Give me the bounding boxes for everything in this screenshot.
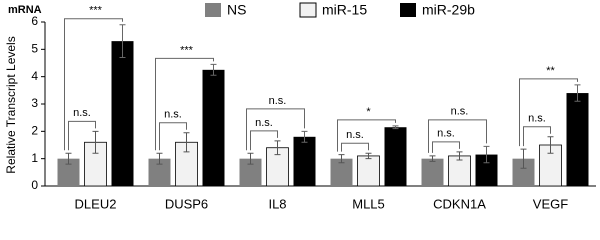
y-tick-label: 2 [31,124,38,138]
significance-bracket [519,78,578,147]
error-bar [338,154,345,164]
significance-bracket [432,141,460,153]
bar [293,136,316,186]
bar [148,158,171,186]
error-bar [274,140,281,156]
error-bar [183,132,190,153]
error-bar [156,152,163,165]
legend-label: NS [227,2,246,18]
y-tick-label: 1 [31,151,38,165]
y-tick-label: 3 [31,96,38,110]
significance-label: n.s. [73,107,91,119]
x-tick-label: MLL5 [352,196,385,211]
x-tick-label: DUSP6 [165,196,208,211]
error-bar [429,155,436,162]
error-bar [365,152,372,160]
significance-bracket [250,130,278,151]
bar [357,155,380,187]
x-tick-label: CDKN1A [433,196,486,211]
error-bar [247,152,254,165]
significance-bracket [337,119,396,152]
significance-label: n.s. [164,109,182,121]
bar [384,127,407,186]
chart: mRNA Relative Transcript Levels 0 1 2 3 4 5 6 N… [4,2,596,211]
y-tick-label: 6 [31,14,38,28]
error-bar [456,151,463,161]
error-bar [574,84,581,102]
y-tick-label: 4 [31,69,38,83]
significance-bracket [64,18,123,151]
significance-bracket [155,57,214,151]
error-bar [65,152,72,165]
significance-bracket [523,126,551,147]
significance-label: n.s. [269,95,287,107]
error-bar [520,148,527,169]
significance-label: n.s. [255,117,273,129]
bar [330,158,353,186]
y-tick-label: 5 [31,42,38,56]
significance-bracket [159,122,187,151]
bar [111,41,134,187]
error-bar [210,63,217,76]
significance-label: * [366,106,371,118]
y-axis-label: Relative Transcript Levels [4,36,18,173]
error-bar [483,145,490,164]
significance-bracket [68,120,96,151]
error-bar [547,136,554,154]
legend-label: miR-29b [422,2,475,18]
x-tick-label: VEGF [533,196,568,211]
x-tick-label: IL8 [268,196,286,211]
significance-label: n.s. [451,106,469,118]
bar [239,158,262,186]
significance-label: n.s. [528,113,546,125]
bar [202,69,225,186]
bar [512,158,535,186]
error-bar [301,130,308,143]
page: mRNA Relative Transcript Levels 0 1 2 3 4 5 6 N… [4,1,596,212]
legend-swatch [400,3,416,17]
error-bar [392,125,399,130]
legend-swatch [299,2,317,18]
error-bar [119,24,126,59]
bar [475,154,498,186]
bar [57,158,80,186]
error-bar [92,130,99,154]
significance-bracket [246,108,305,151]
significance-bracket [341,142,369,152]
significance-label: n.s. [437,128,455,140]
significance-label: *** [180,44,194,56]
bar [421,158,444,186]
significance-label: *** [89,5,103,17]
y-tick-label: 0 [31,178,38,192]
x-tick-label: DLEU2 [75,196,117,211]
legend-swatch [205,3,221,17]
legend-label: miR-15 [322,2,367,18]
significance-bracket [428,119,487,153]
significance-label: ** [546,65,555,77]
significance-label: n.s. [346,129,364,141]
bar [566,93,589,186]
chart-title: mRNA [8,4,42,16]
